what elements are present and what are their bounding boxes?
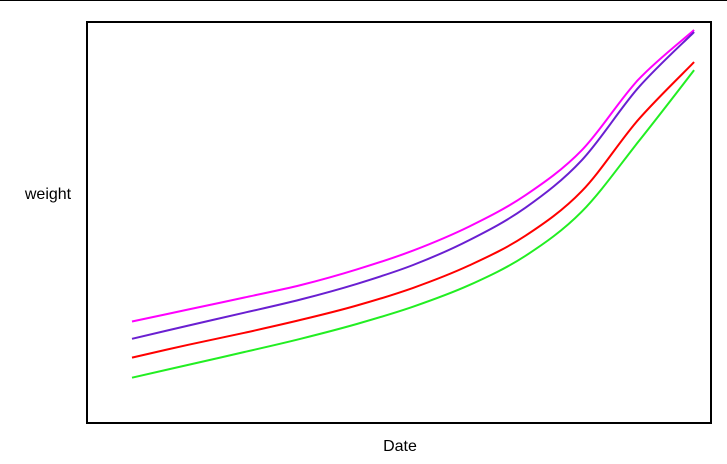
top-rule: [0, 0, 727, 1]
series-magenta-line: [131, 29, 695, 323]
series-red-line: [131, 61, 695, 359]
x-axis-label: Date: [383, 438, 417, 455]
plot-frame: [86, 21, 712, 424]
y-axis-label: weight: [24, 186, 72, 203]
series-green-line: [131, 69, 695, 379]
series-purple-line: [131, 31, 695, 340]
series-layer: [131, 29, 695, 379]
